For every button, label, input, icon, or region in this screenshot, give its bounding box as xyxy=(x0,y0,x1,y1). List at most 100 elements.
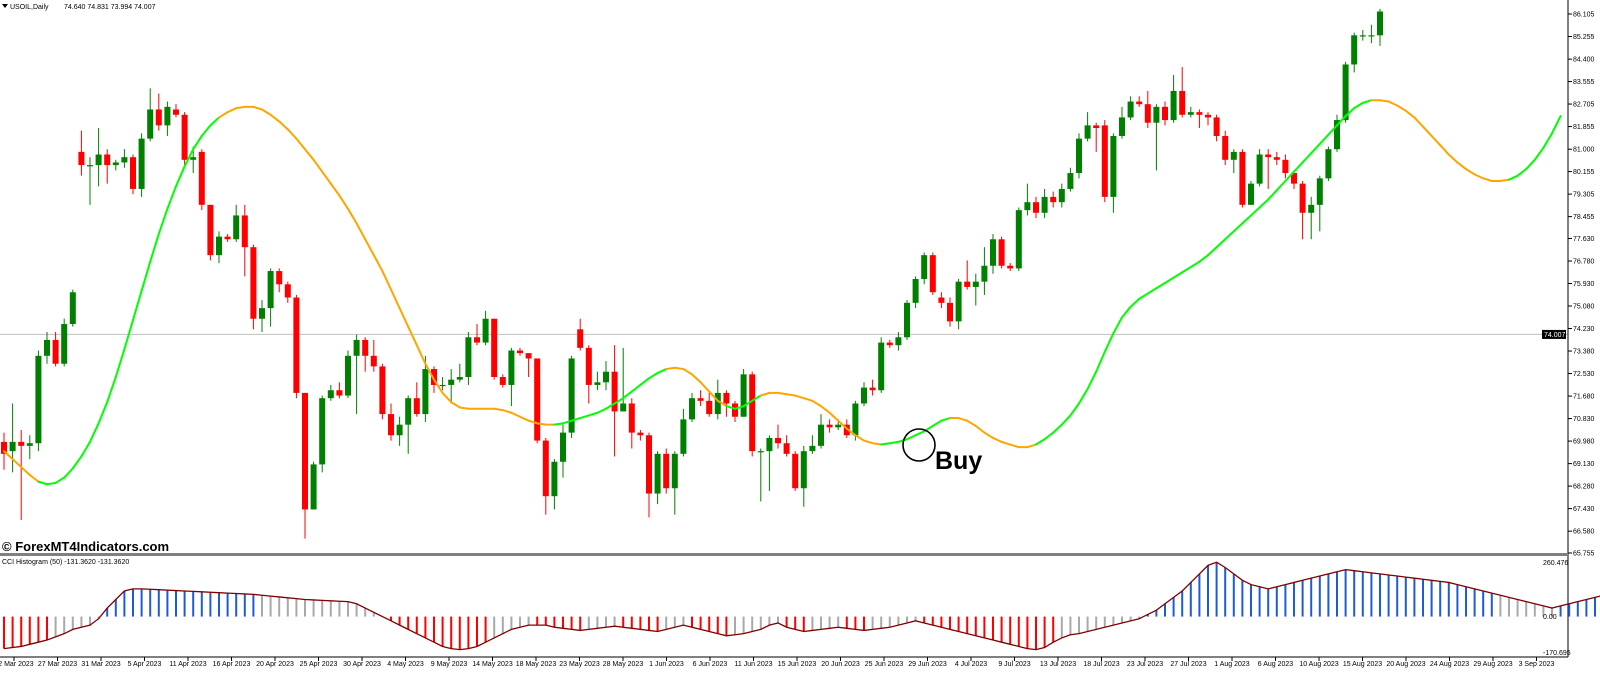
ma-segment xyxy=(338,194,349,210)
ma-segment xyxy=(28,473,40,483)
candle-body xyxy=(766,437,773,452)
candle-body xyxy=(267,271,274,309)
price-tick-label: 74.230 xyxy=(1573,326,1595,333)
candle-body xyxy=(912,278,919,303)
candle-body xyxy=(388,414,394,436)
ma-segment xyxy=(1413,116,1424,128)
candle-body xyxy=(714,392,721,415)
candle-body xyxy=(835,424,842,428)
current-price-tag: 74.007 xyxy=(1542,329,1566,339)
candle-body xyxy=(207,204,214,256)
candle-body xyxy=(654,453,661,494)
date-tick-label: 11 Apr 2023 xyxy=(169,661,206,668)
ma-segment xyxy=(992,436,1003,443)
candle-body xyxy=(964,281,971,287)
cci-histogram-layer xyxy=(3,561,1600,651)
candle-body xyxy=(1153,106,1160,123)
candle-body xyxy=(740,374,747,417)
ma-segment xyxy=(321,170,332,185)
ma-segment xyxy=(880,442,891,446)
date-tick-label: 18 May 2023 xyxy=(516,661,557,668)
candle-body xyxy=(1222,135,1229,160)
ma-segment xyxy=(1103,332,1115,353)
candle-body xyxy=(95,154,102,166)
ma-segment xyxy=(1112,316,1123,335)
price-tick-label: 75.930 xyxy=(1573,281,1595,288)
ma-segment xyxy=(1069,402,1080,417)
price-tick-label: 85.255 xyxy=(1573,34,1595,41)
date-tick-label: 29 Aug 2023 xyxy=(1473,661,1512,668)
date-tick-label: 6 Aug 2023 xyxy=(1258,661,1294,668)
candle-body xyxy=(637,432,644,436)
candle-body xyxy=(1058,188,1065,203)
candle-body xyxy=(465,337,472,377)
candle-body xyxy=(1136,101,1143,105)
candle-body xyxy=(1273,157,1280,160)
candle-body xyxy=(792,453,799,489)
candle-body xyxy=(130,157,136,189)
ma-segment xyxy=(329,182,341,197)
ma-segment xyxy=(407,325,418,347)
price-tick-label: 83.555 xyxy=(1573,79,1595,86)
ma-segment xyxy=(200,124,212,137)
candle-body xyxy=(577,329,584,348)
ma-segment xyxy=(888,440,900,445)
date-tick-label: 1 Aug 2023 xyxy=(1214,661,1250,668)
date-tick-label: 3 Sep 2023 xyxy=(1519,661,1555,668)
candle-body xyxy=(413,398,420,415)
candle-body xyxy=(1076,138,1082,174)
date-tick-label: 6 Jun 2023 xyxy=(693,661,728,668)
candle-body xyxy=(491,318,498,377)
ma-segment xyxy=(458,406,470,410)
ma-segment xyxy=(192,134,203,151)
date-tick-label: 13 Jul 2023 xyxy=(1040,661,1076,668)
ma-segment xyxy=(89,422,100,443)
price-tick-label: 82.705 xyxy=(1573,102,1595,109)
candle-body xyxy=(1084,125,1091,139)
ma-segment xyxy=(355,222,367,241)
date-tick-label: 10 Aug 2023 xyxy=(1299,661,1338,668)
candle-body xyxy=(69,292,76,325)
ma-segment xyxy=(1525,158,1536,171)
candle-body xyxy=(310,464,317,510)
ma-segment xyxy=(71,455,83,470)
candle-body xyxy=(173,109,179,115)
candle-body xyxy=(26,443,33,446)
ma-segment xyxy=(1224,230,1235,241)
ma-segment xyxy=(1533,146,1545,161)
candle-body xyxy=(1265,154,1272,158)
dropdown-triangle-icon[interactable] xyxy=(2,4,8,8)
candle-body xyxy=(663,453,670,489)
candle-body xyxy=(671,453,678,489)
price-tick-label: 67.430 xyxy=(1573,506,1595,513)
candle-body xyxy=(1196,112,1203,115)
ma-segment xyxy=(1430,134,1442,147)
candle-body xyxy=(396,424,403,436)
ma-segment xyxy=(1293,161,1304,173)
candle-body xyxy=(1,441,7,454)
candle-body xyxy=(990,239,996,266)
candle-body xyxy=(1256,154,1263,184)
ma-segment xyxy=(1258,198,1270,209)
candle-body xyxy=(551,461,558,497)
ma-segment xyxy=(235,105,246,110)
candle-body xyxy=(1007,265,1014,269)
ma-segment xyxy=(656,368,668,375)
date-tick-label: 18 Jul 2023 xyxy=(1083,661,1119,668)
ma-segment xyxy=(974,424,986,434)
ma-segment xyxy=(1336,115,1347,127)
ma-segment xyxy=(1275,179,1287,192)
candle-body xyxy=(1127,101,1134,118)
ma-segment xyxy=(63,467,74,479)
panel-separator[interactable] xyxy=(0,553,1568,556)
candle-body xyxy=(336,390,343,396)
candle-body xyxy=(1299,183,1306,213)
ma-segment xyxy=(1009,443,1020,449)
ma-segment xyxy=(1327,124,1338,136)
candle-body xyxy=(998,239,1005,266)
date-tick-label: 24 Aug 2023 xyxy=(1430,661,1469,668)
candle-body xyxy=(250,247,257,319)
ma-segment xyxy=(1447,153,1459,164)
candle-body xyxy=(155,109,162,126)
